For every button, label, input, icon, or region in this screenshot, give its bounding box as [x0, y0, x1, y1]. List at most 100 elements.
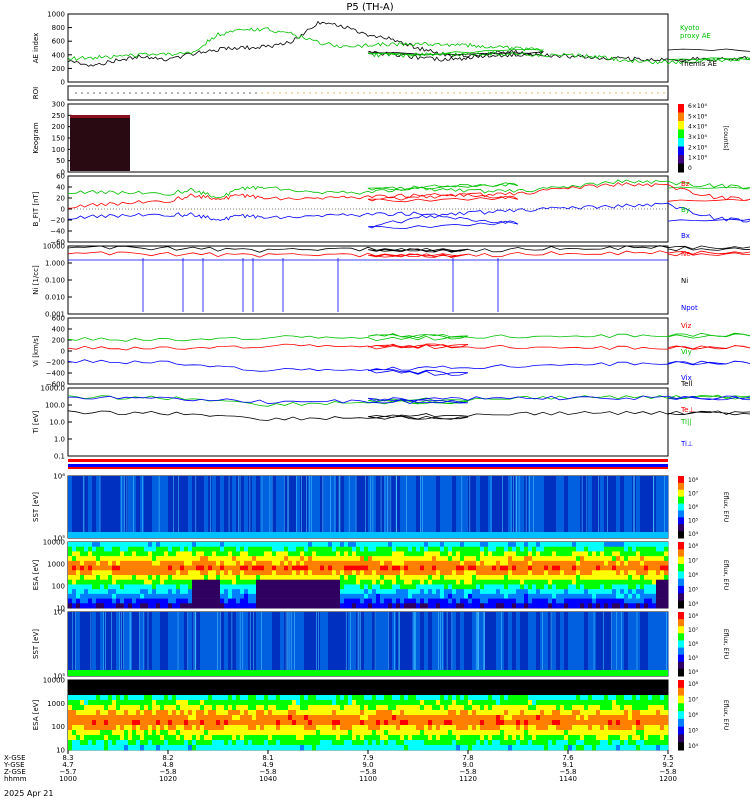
spectrogram-column: [508, 612, 513, 676]
spectrogram-cell: [564, 735, 569, 741]
spectrogram-cell: [184, 685, 189, 691]
spectrogram-cell: [140, 593, 145, 599]
spectrogram-cell: [148, 740, 153, 746]
spectrogram-cell: [476, 560, 481, 566]
spectrogram-cell: [268, 705, 273, 711]
ytick-label-ae: 200: [52, 65, 65, 73]
xaxis-row-label: X-GSE: [4, 754, 26, 762]
spectrogram-cell: [532, 735, 537, 741]
spectrogram-cell: [292, 546, 297, 552]
roi-dot: [213, 92, 215, 94]
spectrogram-cell: [212, 715, 217, 721]
spectrogram-cell: [256, 589, 261, 595]
legend-themis-ae: Themis AE: [679, 60, 717, 68]
spectrogram-cell: [152, 680, 157, 686]
spectrogram-cell: [244, 685, 249, 691]
spectrogram-cell: [264, 603, 269, 609]
spectrogram-cell: [484, 700, 489, 706]
spectrogram-cell: [612, 565, 617, 571]
spectrogram-cell: [172, 589, 177, 595]
spectrogram-cell: [208, 740, 213, 746]
spectrogram-cell: [472, 584, 477, 590]
spectrogram-cell: [636, 730, 641, 736]
spectrogram-cell: [412, 556, 417, 562]
spectrogram-cell: [452, 700, 457, 706]
spectrogram-cell: [596, 598, 601, 604]
spectrogram-cell: [576, 565, 581, 571]
series-line-velocity-vix: [67, 359, 750, 376]
spectrogram-cell: [408, 570, 413, 576]
spectrogram-cell: [528, 579, 533, 585]
spectrogram-cell: [460, 725, 465, 731]
spectrogram-cell: [380, 546, 385, 552]
spectrogram-cell: [644, 598, 649, 604]
spectrogram-cell: [128, 603, 133, 609]
spectrogram-cell: [92, 551, 97, 557]
spectrogram-cell: [392, 575, 397, 581]
spectrogram-cell: [320, 565, 325, 571]
spectrogram-cell: [576, 589, 581, 595]
spectrogram-cell: [120, 584, 125, 590]
spectrogram-cell: [628, 556, 633, 562]
spectrogram-cell: [72, 603, 77, 609]
spectrogram-column: [368, 476, 373, 538]
spectrogram-cell: [548, 705, 553, 711]
spectrogram-cell: [632, 560, 637, 566]
spectrogram-cell: [448, 593, 453, 599]
spectrogram-column: [92, 612, 97, 676]
spectrogram-cell: [560, 720, 565, 726]
spectrogram-cell: [292, 584, 297, 590]
spectrogram-column: [616, 612, 621, 676]
spectrogram-cell: [376, 575, 381, 581]
spectrogram-cell: [84, 700, 89, 706]
spectrogram-cell: [464, 598, 469, 604]
spectrogram-cell: [656, 598, 661, 604]
spectrogram-cell: [116, 570, 121, 576]
roi-dot: [387, 92, 389, 94]
spectrogram-cell: [184, 745, 189, 751]
spectrogram-cell: [592, 710, 597, 716]
spectrogram-cell: [232, 700, 237, 706]
spectrogram-cell: [508, 695, 513, 701]
spectrogram-cell: [168, 745, 173, 751]
spectrogram-cell: [364, 589, 369, 595]
spectrogram-cell: [636, 690, 641, 696]
spectrogram-cell: [488, 740, 493, 746]
spectrogram-cell: [636, 720, 641, 726]
spectrogram-cell: [280, 735, 285, 741]
spectrogram-cell: [280, 575, 285, 581]
spectrogram-cell: [104, 700, 109, 706]
spectrogram-cell: [340, 725, 345, 731]
spectrogram-cell: [604, 589, 609, 595]
spectrogram-cell: [336, 745, 341, 751]
spectrogram-cell: [132, 735, 137, 741]
spectrogram-cell: [540, 556, 545, 562]
spectrogram-cell: [628, 745, 633, 751]
spectrogram-cell: [492, 680, 497, 686]
spectrogram-cell: [200, 603, 205, 609]
spectrogram-cell: [412, 589, 417, 595]
spectrogram-cell: [152, 565, 157, 571]
spectrogram-cell: [380, 575, 385, 581]
spectrogram-cell: [244, 705, 249, 711]
spectrogram-cell: [600, 598, 605, 604]
spectrogram-cell: [648, 695, 653, 701]
spectrogram-cell: [616, 690, 621, 696]
spectrogram-cell: [596, 685, 601, 691]
spectrogram-cell: [656, 725, 661, 731]
spectrogram-cell: [312, 680, 317, 686]
spectrogram-cell: [136, 556, 141, 562]
spectrogram-cell: [336, 565, 341, 571]
spectrogram-cell: [556, 700, 561, 706]
spectrogram-cell: [336, 551, 341, 557]
spectrogram-cell: [256, 551, 261, 557]
spectrogram-cell: [88, 556, 93, 562]
spectrogram-cell: [464, 680, 469, 686]
spectrogram-cell: [332, 725, 337, 731]
spectrogram-cell: [180, 584, 185, 590]
ytick-label-velocity: 0: [61, 348, 65, 356]
spectrogram-cell: [328, 570, 333, 576]
spectrogram-cell: [556, 575, 561, 581]
spectrogram-column: [96, 476, 101, 538]
spectrogram-cell: [96, 695, 101, 701]
